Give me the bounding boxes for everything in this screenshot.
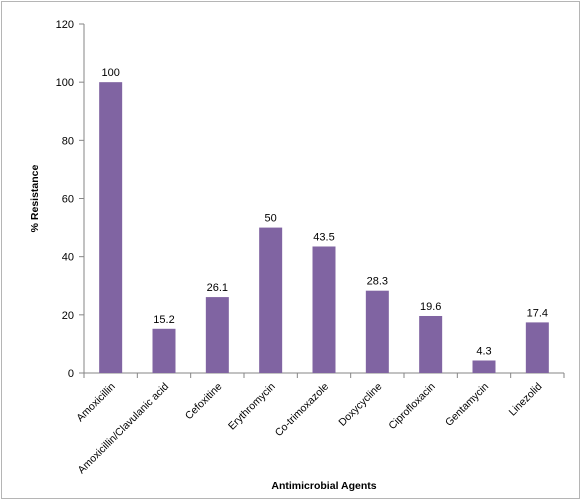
data-label: 43.5 xyxy=(313,231,334,243)
bar xyxy=(259,227,283,373)
y-tick-label: 80 xyxy=(62,135,74,147)
x-category-label: Amoxicillin xyxy=(74,381,118,425)
y-tick-label: 60 xyxy=(62,194,74,206)
y-tick-label: 120 xyxy=(56,19,74,31)
y-ticks: 0 20 40 60 80 100 120 xyxy=(56,19,84,380)
y-tick-label: 100 xyxy=(56,77,74,89)
bar xyxy=(205,297,229,373)
data-label: 100 xyxy=(101,67,119,79)
data-label: 50 xyxy=(265,213,277,225)
y-tick-label: 20 xyxy=(62,310,74,322)
bar xyxy=(365,290,389,373)
bar xyxy=(99,82,123,374)
bar xyxy=(312,246,336,373)
bar xyxy=(525,322,549,373)
x-axis-title: Antimicrobial Agents xyxy=(271,480,376,492)
bar xyxy=(419,315,443,373)
x-category-label: Doxycycline xyxy=(336,381,384,429)
data-label: 26.1 xyxy=(207,282,228,294)
x-category-label: Gentamycin xyxy=(443,381,491,429)
data-labels: 100 15.2 26.1 50 43.5 28.3 19.6 4.3 17.4 xyxy=(101,67,548,357)
data-label: 28.3 xyxy=(367,276,388,288)
bar xyxy=(472,360,496,373)
data-label: 17.4 xyxy=(527,307,548,319)
bars xyxy=(99,82,549,374)
x-category-label: Co-trimoxazole xyxy=(273,381,332,440)
y-tick-label: 0 xyxy=(68,368,74,380)
bar xyxy=(152,328,176,373)
y-axis-title: % Resistance xyxy=(29,164,41,232)
x-category-label: Erythromycin xyxy=(226,381,278,433)
x-category-label: Linezolid xyxy=(507,381,545,419)
x-category-label: Amoxicillin/Clavulanic acid xyxy=(76,381,172,477)
x-category-label: Ciprofloxacin xyxy=(386,381,438,433)
data-label: 19.6 xyxy=(420,301,441,313)
x-category-label: Cefoxitine xyxy=(183,381,225,423)
y-tick-label: 40 xyxy=(62,252,74,264)
data-label: 4.3 xyxy=(476,345,491,357)
data-label: 15.2 xyxy=(153,314,174,326)
